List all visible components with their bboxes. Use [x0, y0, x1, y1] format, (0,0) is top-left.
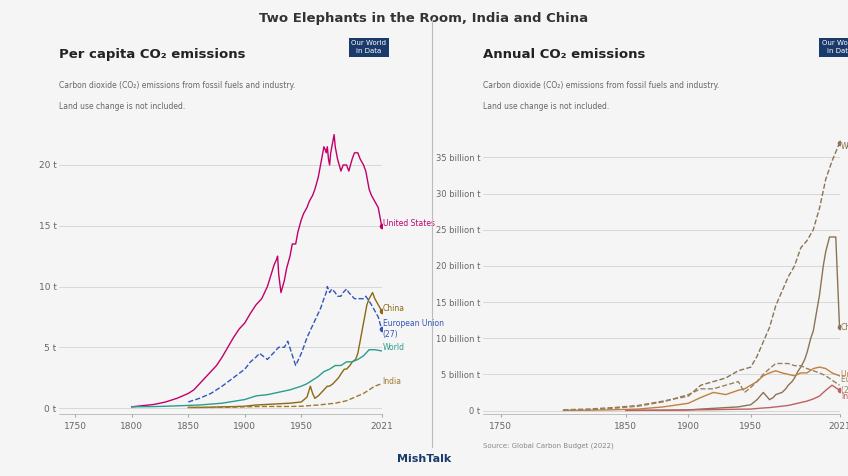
Text: Carbon dioxide (CO₂) emissions from fossil fuels and industry.: Carbon dioxide (CO₂) emissions from foss…: [483, 81, 720, 90]
Text: China: China: [382, 304, 404, 313]
Text: MishTalk: MishTalk: [397, 454, 451, 464]
Text: Annual CO₂ emissions: Annual CO₂ emissions: [483, 48, 645, 60]
Text: Source: Global Carbon Budget (2022): Source: Global Carbon Budget (2022): [483, 443, 614, 449]
Text: United States: United States: [382, 219, 435, 228]
Text: Land use change is not included.: Land use change is not included.: [483, 102, 610, 111]
Text: United States: United States: [840, 370, 848, 379]
Text: Land use change is not included.: Land use change is not included.: [59, 102, 186, 111]
Text: World: World: [840, 142, 848, 151]
Text: World: World: [382, 343, 404, 352]
Text: Our World
in Data: Our World in Data: [822, 40, 848, 54]
Text: Carbon dioxide (CO₂) emissions from fossil fuels and industry.: Carbon dioxide (CO₂) emissions from foss…: [59, 81, 296, 90]
Text: India: India: [382, 377, 402, 386]
Text: India: India: [840, 392, 848, 400]
Text: European Union
(27) (GCP): European Union (27) (GCP): [840, 376, 848, 395]
Text: China: China: [840, 323, 848, 332]
Text: Two Elephants in the Room, India and China: Two Elephants in the Room, India and Chi…: [259, 12, 589, 25]
Text: European Union
(27): European Union (27): [382, 319, 444, 339]
Text: Per capita CO₂ emissions: Per capita CO₂ emissions: [59, 48, 246, 60]
Text: Our World
in Data: Our World in Data: [351, 40, 387, 54]
